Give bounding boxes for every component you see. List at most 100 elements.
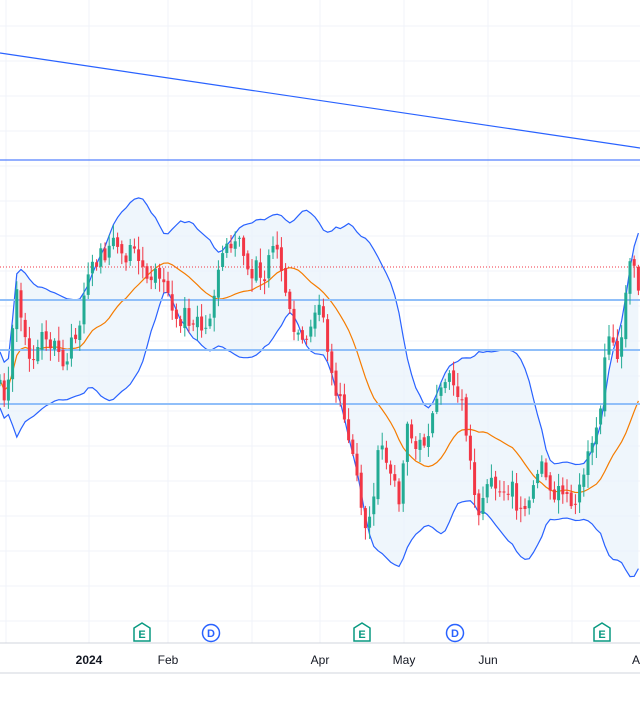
candle [372,482,376,526]
candle [611,324,615,346]
candle [523,498,527,517]
candle [620,325,624,369]
dividend-marker-icon[interactable]: D [201,623,221,643]
candle-body [15,289,19,330]
candle-body [607,336,611,355]
candle-body [628,261,632,294]
candle-body [137,249,141,261]
earnings-marker-icon[interactable]: E [593,622,611,642]
candle-body [531,485,535,499]
candle-body [414,441,418,449]
candle-body [309,326,313,337]
candle-body [65,361,69,365]
candle [103,242,107,263]
candle [321,298,325,323]
candle-body [624,292,628,340]
candle-body [120,244,124,254]
candle [271,236,275,259]
candle-body [40,332,44,350]
candle-body [258,262,262,278]
candle-body [246,253,250,270]
candle [632,255,636,278]
dividend-marker-shape [201,623,221,643]
candle-body [242,237,246,256]
candle [204,315,208,335]
candle [158,263,162,292]
candle [393,465,397,487]
candle-body [473,462,477,495]
candle [422,433,426,448]
candle-body [225,243,229,253]
candle-body [569,492,573,507]
candle [296,329,300,341]
candle [78,320,82,351]
bollinger-band-fill [0,197,639,577]
earnings-marker-icon[interactable]: E [353,622,371,642]
earnings-marker-icon[interactable]: E [133,622,151,642]
candle [267,249,271,288]
candle-body [145,266,149,279]
candle [288,289,292,314]
candle-body [74,334,78,340]
candle [174,303,178,328]
candle-body [351,439,355,454]
candle-body [275,244,279,250]
candle [452,361,456,396]
candle-body [44,331,48,340]
candle [615,329,619,363]
candle-body [498,491,502,493]
candle-body [326,319,330,352]
earnings-marker-letter: E [358,629,365,641]
candle-body [170,294,174,311]
candle-body [410,424,414,439]
candle [326,314,330,362]
candle [263,270,267,295]
candle [502,481,506,501]
candle [489,464,493,489]
candle [468,424,472,470]
candle [111,225,115,250]
time-axis[interactable]: 2024 Feb Apr May Jun A [0,642,640,674]
dividend-marker-icon[interactable]: D [445,623,465,643]
candle [347,408,351,444]
candle [527,496,531,515]
candle-body [452,370,456,386]
candle-body [544,462,548,478]
candle [237,235,241,247]
drawn-lines[interactable] [0,52,640,405]
candle [292,300,296,341]
candle-body [523,506,527,509]
candle-body [53,340,57,350]
candle [40,323,44,360]
candle-body [536,473,540,484]
candle-body [573,503,577,505]
candle-body [279,247,283,271]
candle-body [0,379,2,384]
candle-body [254,260,258,281]
candle-body [393,474,397,481]
candle [565,479,569,503]
candle [221,245,225,271]
candle-body [372,496,376,515]
candle [636,264,640,296]
candle-body [191,323,195,325]
candle [397,478,401,512]
candle [506,485,510,501]
candle [162,267,166,293]
candle [53,338,57,356]
candle [0,374,2,387]
candle-body [342,394,346,420]
candle [342,383,346,423]
candle-body [116,237,120,247]
candle [107,234,111,266]
candle-body [208,318,212,327]
candle-body [153,268,157,283]
candle-body [603,357,607,412]
candle [569,484,573,509]
candle-body [221,253,225,267]
candle-body [456,386,460,397]
candle-body [237,237,241,239]
candle-body [401,463,405,504]
